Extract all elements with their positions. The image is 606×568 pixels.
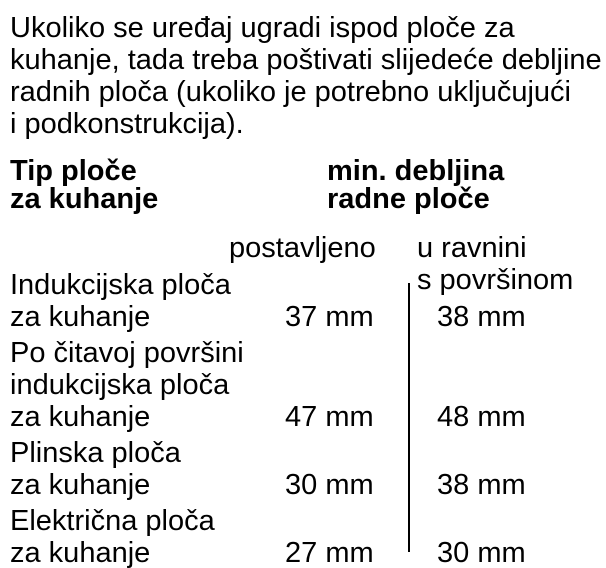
row-value-flush: 38 mm [437,301,526,333]
row-label-line: Po čitavoj površini [10,337,244,369]
intro-line: i podkonstrukcija). [10,108,244,140]
row-label: Plinska ploča za kuhanje [10,437,285,501]
subheader-flush: u ravnini s površinom [417,232,573,296]
column-divider-line [408,283,410,552]
table-header-line: Tip ploče [10,155,137,187]
table-row: Električna ploča za kuhanje 27 mm 30 mm [10,505,602,568]
row-value-installed: 47 mm [285,401,374,433]
row-label-line: Indukcijska ploča [10,269,231,301]
table-header-min-thickness: min. debljina radne ploče [327,155,505,215]
row-label-line: za kuhanje [10,401,151,433]
intro-line: Ukoliko se uređaj ugradi ispod ploče za [10,12,515,44]
row-value-flush: 38 mm [437,469,526,501]
row-label-line: Električna ploča [10,505,215,537]
subheader-flush-line: u ravnini [417,232,527,264]
row-value-installed: 30 mm [285,469,374,501]
subheader-flush-line: s površinom [417,264,574,296]
intro-line: radnih ploča (ukoliko je potrebno uključ… [10,76,571,108]
table-body: Indukcijska ploča za kuhanje 37 mm 38 mm… [10,269,602,568]
intro-paragraph: Ukoliko se uređaj ugradi ispod ploče za … [10,12,602,140]
intro-line: kuhanje, tada treba poštivati slijedeće … [10,44,602,76]
row-value-flush: 30 mm [437,537,526,568]
row-value-installed: 27 mm [285,537,374,568]
row-label: Električna ploča za kuhanje [10,505,285,568]
row-value-installed: 37 mm [285,301,374,333]
table-row: Indukcijska ploča za kuhanje 37 mm 38 mm [10,269,602,333]
row-value-flush: 48 mm [437,401,526,433]
table-header-line: radne ploče [327,183,490,215]
row-label-line: Plinska ploča [10,437,181,469]
table-header-line: min. debljina [327,155,505,187]
subheader-installed: postavljeno [229,232,376,264]
row-label-line: za kuhanje [10,301,151,333]
row-label-line: za kuhanje [10,469,151,501]
table-header-hob-type: Tip ploče za kuhanje [10,155,159,215]
row-label: Indukcijska ploča za kuhanje [10,269,285,333]
row-label-line: indukcijska ploča [10,369,230,401]
row-label: Po čitavoj površini indukcijska ploča za… [10,337,285,433]
row-label-line: za kuhanje [10,537,151,568]
table-row: Po čitavoj površini indukcijska ploča za… [10,337,602,433]
table-header-line: za kuhanje [10,183,159,215]
table-row: Plinska ploča za kuhanje 30 mm 38 mm [10,437,602,501]
